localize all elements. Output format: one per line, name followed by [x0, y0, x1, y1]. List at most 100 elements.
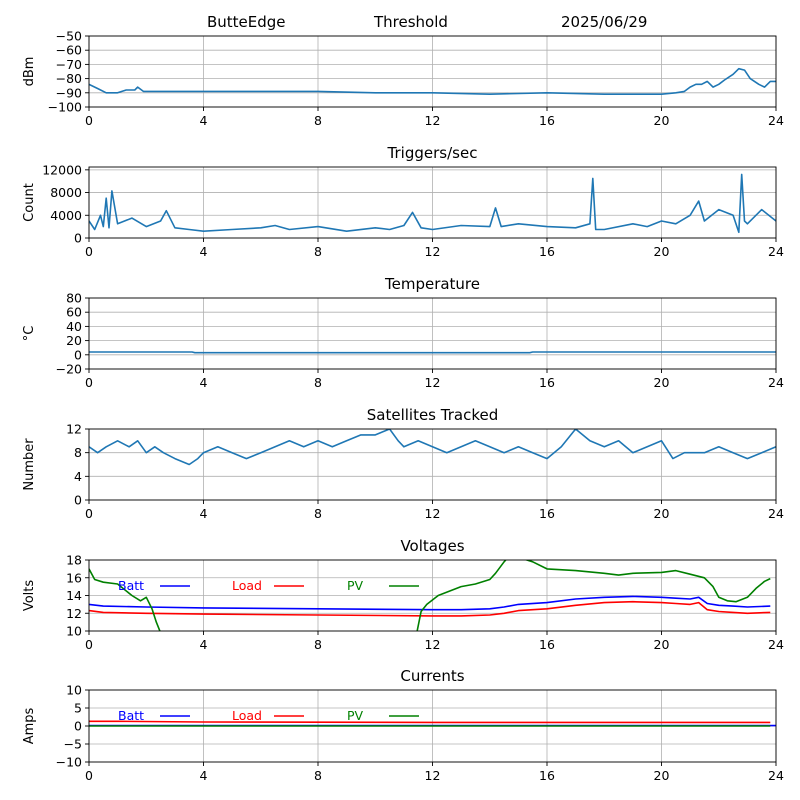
chart-currents-legend-label-pv: PV [347, 708, 364, 723]
chart-temperature-series-0 [89, 351, 776, 354]
chart-triggers-xtick-label: 24 [768, 244, 784, 259]
header-date: 2025/06/29 [561, 13, 647, 31]
chart-voltages-xtick-label: 8 [314, 637, 322, 652]
chart-temperature-xtick-label: 12 [425, 375, 441, 390]
chart-voltages-xtick-label: 4 [200, 637, 208, 652]
chart-voltages-ytick-label: 16 [66, 570, 82, 585]
chart-voltages-series-load [89, 600, 771, 617]
chart-triggers-ytick-label: 12000 [42, 162, 82, 177]
chart-triggers-ytick-label: 8000 [50, 185, 82, 200]
chart-voltages-legend-label-pv: PV [347, 578, 364, 593]
chart-threshold-xtick-label: 16 [539, 113, 555, 128]
chart-voltages-ytick-label: 14 [66, 588, 82, 603]
chart-threshold-ytick-label: −100 [48, 100, 82, 115]
chart-currents-series-load [89, 720, 771, 724]
chart-triggers-ytick-label: 4000 [50, 208, 82, 223]
chart-temperature-xtick-label: 4 [200, 375, 208, 390]
chart-triggers-xtick-label: 8 [314, 244, 322, 259]
chart-currents-xtick-label: 16 [539, 768, 555, 783]
chart-threshold-ytick-label: −90 [56, 85, 82, 100]
chart-threshold-ytick-label: −70 [56, 57, 82, 72]
chart-threshold-ytick-label: −80 [56, 71, 82, 86]
chart-voltages-ytick-label: 12 [66, 606, 82, 621]
chart-currents-ylabel: Amps [22, 707, 37, 744]
chart-triggers-ytick-label: 0 [74, 231, 82, 246]
chart-currents-xtick-label: 24 [768, 768, 784, 783]
chart-satellites-title: Satellites Tracked [367, 406, 498, 424]
chart-satellites-xtick-label: 20 [654, 506, 670, 521]
chart-triggers-title: Triggers/sec [387, 144, 478, 162]
chart-voltages-xtick-label: 16 [539, 637, 555, 652]
chart-currents: 0 4 8 12 16 20 24 −10 −5 0 5 10 Currents Amps Batt Load… [22, 667, 784, 783]
chart-threshold-ylabel: dBm [22, 57, 37, 87]
chart-currents-legend-label-batt: Batt [118, 708, 144, 723]
chart-temperature-ytick-label: 0 [74, 347, 82, 362]
chart-temperature-ytick-label: 20 [66, 333, 82, 348]
chart-voltages-xtick-label: 20 [654, 637, 670, 652]
chart-triggers-xtick-label: 20 [654, 244, 670, 259]
chart-threshold-ytick-label: −60 [56, 43, 82, 58]
chart-voltages-ytick-label: 10 [66, 624, 82, 639]
chart-currents-ytick-label: 5 [74, 701, 82, 716]
figure-header: ButteEdge Threshold 2025/06/29 [207, 13, 647, 31]
header-mode: Threshold [373, 13, 448, 31]
chart-threshold-ytick-label: −50 [56, 29, 82, 44]
chart-temperature-ytick-label: 80 [66, 291, 82, 306]
chart-threshold-xtick-label: 12 [425, 113, 441, 128]
chart-voltages-xtick-label: 0 [85, 637, 93, 652]
chart-triggers-xtick-label: 4 [200, 244, 208, 259]
chart-currents-xtick-label: 20 [654, 768, 670, 783]
chart-currents-xtick-label: 12 [425, 768, 441, 783]
chart-satellites-ytick-label: 8 [74, 445, 82, 460]
chart-currents-ytick-label: −10 [56, 755, 82, 770]
chart-satellites-xtick-label: 0 [85, 506, 93, 521]
chart-voltages-legend-label-batt: Batt [118, 578, 144, 593]
chart-threshold-xtick-label: 20 [654, 113, 670, 128]
chart-currents-ytick-label: 10 [66, 683, 82, 698]
chart-triggers-xtick-label: 0 [85, 244, 93, 259]
chart-temperature-xtick-label: 20 [654, 375, 670, 390]
chart-temperature-ylabel: °C [22, 326, 37, 342]
chart-triggers-xtick-label: 12 [425, 244, 441, 259]
chart-voltages-series-pv [89, 560, 771, 631]
chart-satellites-ylabel: Number [22, 438, 37, 491]
chart-satellites-ytick-label: 4 [74, 469, 82, 484]
chart-satellites: 0 4 8 12 16 20 24 0 4 8 12 Satellites Tracked Number [22, 406, 784, 521]
chart-currents-ytick-label: −5 [64, 737, 82, 752]
chart-voltages: 0 4 8 12 16 20 24 10 12 14 16 18 Voltages Volts Batt Lo… [22, 537, 784, 652]
chart-satellites-xtick-label: 24 [768, 506, 784, 521]
header-station: ButteEdge [207, 13, 286, 31]
chart-triggers-ylabel: Count [22, 183, 37, 222]
chart-temperature-ytick-label: 60 [66, 305, 82, 320]
chart-currents-ytick-label: 0 [74, 719, 82, 734]
chart-satellites-xtick-label: 16 [539, 506, 555, 521]
chart-threshold: 0 4 8 12 16 20 24 −100−90−80−70−60−50 dBm [22, 29, 784, 129]
chart-triggers: 0 4 8 12 16 20 24 0 4000 8000 12000 Triggers/sec Cou… [22, 144, 784, 259]
chart-threshold-xtick-label: 24 [768, 113, 784, 128]
chart-threshold-xtick-label: 0 [85, 113, 93, 128]
chart-threshold-xtick-label: 4 [200, 113, 208, 128]
chart-voltages-xtick-label: 24 [768, 637, 784, 652]
chart-temperature-xtick-label: 24 [768, 375, 784, 390]
chart-voltages-ylabel: Volts [22, 580, 37, 612]
chart-temperature-xtick-label: 8 [314, 375, 322, 390]
chart-temperature-ytick-label: −20 [56, 362, 82, 377]
chart-voltages-legend-label-load: Load [232, 578, 262, 593]
chart-satellites-xtick-label: 8 [314, 506, 322, 521]
chart-currents-xtick-label: 4 [200, 768, 208, 783]
chart-voltages-title: Voltages [400, 537, 464, 555]
chart-currents-legend-label-load: Load [232, 708, 262, 723]
chart-temperature-ytick-label: 40 [66, 319, 82, 334]
chart-threshold-series-0 [89, 67, 776, 95]
chart-voltages-xtick-label: 12 [425, 637, 441, 652]
chart-voltages-ytick-label: 18 [66, 553, 82, 568]
chart-satellites-xtick-label: 4 [200, 506, 208, 521]
chart-currents-title: Currents [400, 667, 464, 685]
chart-currents-xtick-label: 0 [85, 768, 93, 783]
chart-triggers-series-0 [89, 173, 776, 234]
chart-temperature-xtick-label: 16 [539, 375, 555, 390]
chart-voltages-series-batt [89, 595, 771, 611]
